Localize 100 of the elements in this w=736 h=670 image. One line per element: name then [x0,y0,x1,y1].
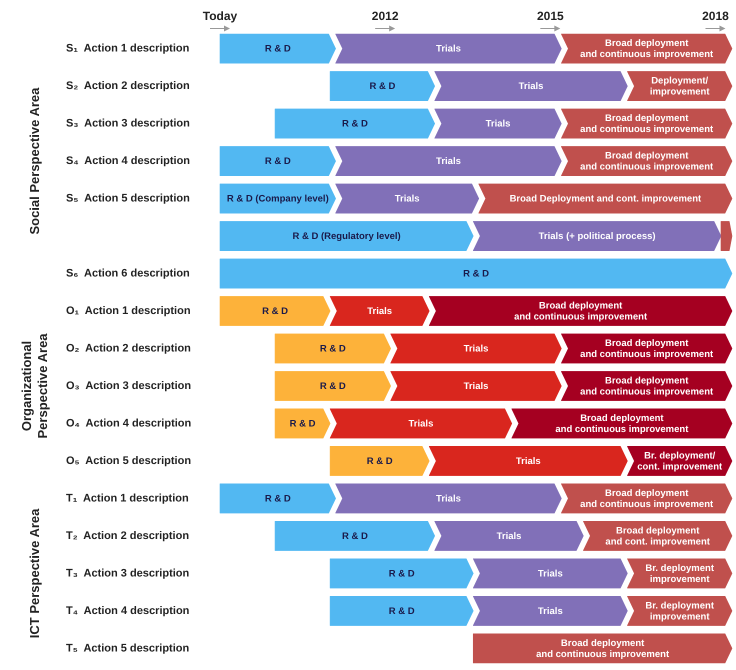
bar [274,521,436,551]
data-label: R & D (Regulatory level) [292,230,401,242]
y-tick-label: S₄ Action 4 description [66,155,190,168]
bar [434,71,628,102]
data-label: Trials [464,380,488,392]
data-label: Broad deployment and cont. improvement [605,524,711,547]
data-label: Broad deployment and continuous improvement [514,300,648,322]
data-label: Broad deployment and continuous improvement [580,338,714,360]
data-label: Trials [538,605,563,616]
data-label: Trials [394,193,420,204]
y-tick-label: T₄ Action 4 description [66,604,190,617]
data-label: R & D [290,418,316,429]
data-label: R & D (Company level) [226,193,329,204]
x-tick-label: 2015 [536,9,564,23]
bar [335,484,562,514]
bar [220,184,336,214]
data-label: Broad deployment and continuous improvement [580,112,714,135]
bar [472,558,628,588]
bar [335,146,562,176]
data-label: Trials [486,118,510,130]
bar [472,596,628,626]
data-label: Trials [538,568,563,579]
data-label: Trials [367,306,392,317]
bar [274,408,330,438]
bar [274,108,436,139]
y-tick-label: S₁ Action 1 description [66,42,190,55]
bar [220,221,474,251]
y-tick-label: T₂ Action 2 description [66,530,190,542]
bar [472,221,722,251]
bar [220,296,330,326]
data-label: Deployment/ improvement [650,75,710,98]
bar [478,184,732,214]
data-label: Trials [436,156,461,167]
bar [274,334,391,364]
data-label: R & D [463,268,490,280]
data-label: Trials [436,492,461,504]
bar [330,446,430,476]
text: ICT Perspective Area [26,508,42,638]
data-label: R & D [388,605,415,616]
data-label: Broad deployment and continuous improvement [580,374,714,397]
bar [390,334,562,364]
bar [220,484,336,514]
data-label: R & D [369,80,396,92]
y-tick-label: T₅ Action 5 description [66,642,190,654]
y-tick-label: O₃ Action 3 description [66,380,192,392]
bar [330,596,474,626]
y-tick-label: O₄ Action 4 description [66,417,192,430]
y-tick-label: S₂ Action 2 description [66,80,190,92]
y-tick-label: T₁ Action 1 description [66,492,189,504]
data-label: R & D [264,43,291,54]
data-label: R & D [320,380,346,392]
bar [428,446,628,476]
data-label: Broad deployment and continuous improvement [580,487,714,510]
data-label: Broad deployment and continuous improvement [555,412,690,434]
bar [330,71,436,102]
data-label: Broad Deployment and cont. improvement [510,193,702,204]
data-label: R & D [342,530,368,542]
bar [390,371,562,401]
bar [220,34,336,64]
y-tick-label: O₂ Action 2 description [66,342,192,354]
data-label: Br. deployment/ cont. improvement [637,450,724,472]
text: Social Perspective Area [26,86,42,235]
bar [330,558,474,588]
data-label: Broad deployment and continuous improvement [536,637,670,660]
data-label: Broad deployment and continuous improvement [580,38,714,60]
data-label: R & D [366,455,393,466]
data-label: Br. deployment improvement [645,562,715,584]
data-label: Trials [516,455,541,466]
bar [335,184,480,214]
bar [330,408,512,438]
y-tick-label: S₆ Action 6 description [66,268,190,280]
bar [335,34,562,64]
bar [434,521,584,551]
data-label: R & D [264,156,291,167]
y-tick-label: T₃ Action 3 description [66,567,190,580]
data-label: Trials (+ political process) [538,230,656,242]
data-label: R & D [342,118,368,130]
data-label: R & D [262,306,288,317]
bar [220,146,336,176]
bar [220,258,732,288]
y-tick-label: S₅ Action 5 description [66,192,190,205]
bar [428,296,732,326]
data-label: Trials [518,80,544,92]
data-label: Trials [464,343,488,354]
data-label: R & D [388,568,415,579]
data-label: Trials [496,530,522,542]
data-label: Trials [436,43,461,54]
text: Organizational Perspective Area [18,332,50,438]
bar [472,633,732,664]
x-tick-label: 2018 [702,9,730,23]
data-label: R & D [320,343,346,354]
data-label: Trials [408,418,434,429]
y-tick-label: S₃ Action 3 description [66,118,190,130]
data-label: Broad deployment and continuous improvement [580,150,714,172]
data-label: Br. deployment improvement [645,600,715,622]
bar [274,371,391,401]
y-tick-label: O₅ Action 5 description [66,454,192,467]
data-label: R & D [264,492,291,504]
bar [434,108,562,139]
x-tick-label: 2012 [372,9,399,23]
